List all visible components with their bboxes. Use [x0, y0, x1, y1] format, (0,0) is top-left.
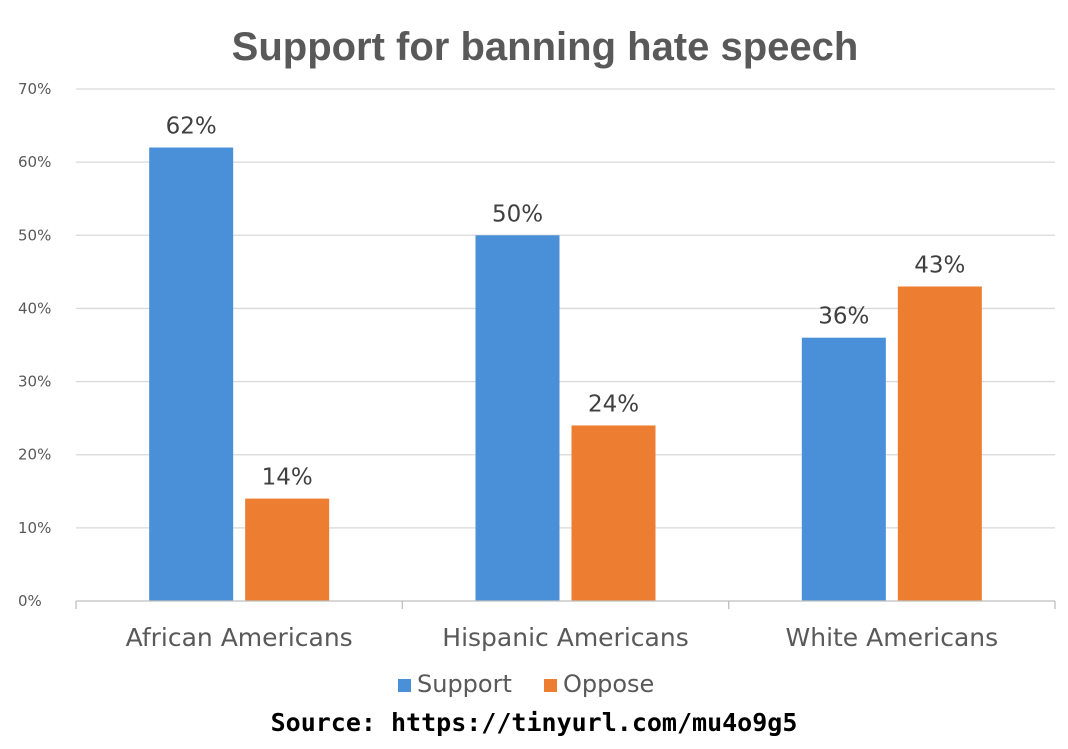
legend: Support Oppose — [398, 670, 654, 698]
data-label: 14% — [262, 465, 313, 491]
x-axis: African Americans Hispanic Americans White… — [75, 600, 1056, 652]
y-tick-label: 20% — [18, 446, 51, 464]
bar-oppose — [897, 286, 982, 601]
legend-label: Oppose — [563, 670, 654, 698]
data-label: 43% — [914, 252, 965, 278]
x-tick-label: White Americans — [786, 623, 999, 652]
y-tick-label: 50% — [18, 226, 51, 244]
y-tick-label: 0% — [18, 592, 42, 610]
y-tick-label: 40% — [18, 299, 51, 317]
bar-oppose — [245, 498, 330, 601]
bar-support — [149, 147, 234, 601]
legend-label: Support — [417, 670, 512, 698]
bars: 62% 14% 50% 24% 36% 43% — [149, 114, 982, 602]
y-tick-label: 30% — [18, 373, 51, 391]
y-tick-label: 10% — [18, 519, 51, 537]
bar-oppose — [571, 425, 656, 601]
bar-support — [801, 337, 886, 601]
chart-title: Support for banning hate speech — [232, 25, 859, 69]
data-label: 50% — [492, 201, 543, 227]
source-text: Source: https://tinyurl.com/mu4o9g5 — [271, 708, 798, 737]
y-tick-label: 70% — [18, 80, 51, 98]
y-axis-ticks: 0% 10% 20% 30% 40% 50% 60% 70% — [18, 80, 51, 610]
legend-swatch-support — [398, 679, 411, 692]
legend-swatch-oppose — [544, 679, 557, 692]
y-tick-label: 60% — [18, 153, 51, 171]
gridlines — [76, 88, 1055, 529]
x-tick-label: African Americans — [126, 623, 353, 652]
data-label: 36% — [818, 304, 869, 330]
data-label: 24% — [588, 391, 639, 417]
data-label: 62% — [166, 114, 217, 140]
bar-support — [475, 235, 560, 602]
x-tick-label: Hispanic Americans — [442, 623, 688, 652]
